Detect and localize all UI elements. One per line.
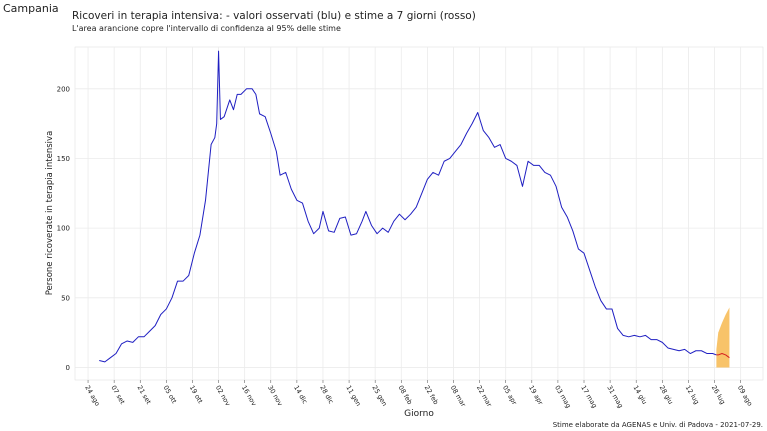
x-tick-label: 16 nov (240, 384, 258, 407)
x-tick-label: 08 feb (397, 384, 414, 406)
x-tick-label: 31 mag (605, 384, 624, 409)
chart-title: Ricoveri in terapia intensiva: - valori … (72, 10, 476, 22)
x-tick-label: 14 dic (292, 384, 309, 406)
plot-background (74, 46, 764, 381)
y-axis-label: Persone ricoverate in terapia intensiva (45, 131, 55, 296)
x-tick-label: 19 ott (188, 384, 205, 405)
region-label: Campania (3, 2, 59, 15)
x-tick-label: 22 feb (423, 384, 440, 406)
x-tick-label: 26 lug (710, 384, 727, 406)
x-tick-label: 28 giu (658, 384, 675, 406)
y-tick-label: 150 (57, 155, 70, 163)
x-tick-label: 02 nov (214, 384, 232, 407)
x-tick-label: 11 gen (344, 384, 362, 408)
x-tick-label: 05 apr (501, 384, 519, 407)
x-tick-label: 08 mar (449, 384, 468, 408)
x-axis-label: Giorno (404, 409, 434, 419)
x-tick-label: 30 nov (266, 384, 284, 407)
y-tick-label: 200 (57, 85, 70, 93)
data-line (716, 353, 730, 359)
x-tick-label: 03 mag (553, 384, 572, 409)
x-tick-label: 14 giu (631, 384, 648, 406)
x-tick-label: 07 set (109, 384, 126, 406)
chart-subtitle: L'area arancione copre l'intervallo di c… (72, 24, 341, 33)
x-tick-label: 22 mar (475, 384, 494, 408)
x-tick-label: 21 set (136, 384, 153, 406)
y-tick-label: 50 (61, 294, 70, 302)
x-tick-label: 17 mag (579, 384, 598, 409)
x-tick-label: 25 gen (370, 384, 388, 408)
x-tick-label: 28 dic (318, 384, 335, 406)
x-tick-label: 05 ott (162, 384, 179, 405)
x-tick-label: 19 apr (527, 384, 545, 407)
caption: Stime elaborate da AGENAS e Univ. di Pad… (553, 421, 763, 429)
x-tick-label: 24 ago (83, 384, 101, 407)
y-tick-label: 0 (66, 364, 70, 372)
x-tick-label: 09 ago (736, 384, 754, 407)
x-tick-label: 12 lug (684, 384, 701, 406)
data-line (99, 50, 717, 363)
confidence-band (716, 307, 730, 368)
y-tick-label: 100 (57, 225, 70, 233)
